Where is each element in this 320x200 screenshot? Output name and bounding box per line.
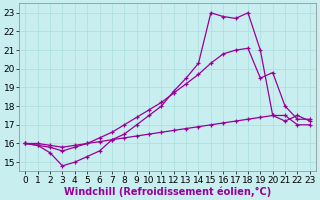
- X-axis label: Windchill (Refroidissement éolien,°C): Windchill (Refroidissement éolien,°C): [64, 186, 271, 197]
